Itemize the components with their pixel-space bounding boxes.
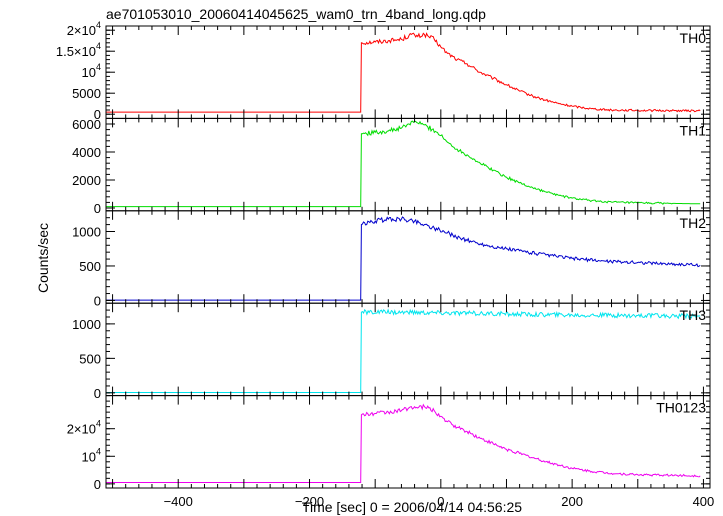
series-line-th0 — [106, 32, 701, 113]
y-tick-label: 0 — [94, 107, 101, 122]
y-axis-title: Counts/sec — [35, 223, 51, 293]
y-tick-label: 0 — [94, 477, 101, 492]
x-axis-labels: −400 −200 0 200 400 — [164, 494, 715, 509]
panel-label: TH0 — [680, 30, 707, 46]
series-line-th3 — [106, 308, 701, 393]
y-tick-label: 500 — [79, 259, 101, 274]
series-line-th0123 — [106, 403, 701, 483]
y-tick-label: 1000 — [72, 317, 101, 332]
panel-th0: 0 5000 104 1.5×104 2×104 TH0 — [56, 20, 711, 122]
y-tick-label: 2000 — [72, 173, 101, 188]
x-axis-title: Time [sec] 0 = 2006/04/14 04:56:25 — [302, 499, 522, 515]
series-line-th2 — [106, 216, 701, 301]
x-tick-label: 400 — [693, 494, 715, 509]
x-tick-label: 0 — [437, 494, 444, 509]
panel-frame — [105, 302, 711, 397]
y-tick-label: 1.5×104 — [56, 41, 101, 59]
panel-label: TH3 — [680, 307, 707, 323]
y-tick-label: 104 — [82, 62, 101, 80]
y-tick-label: 4000 — [72, 145, 101, 160]
y-tick-label: 2×104 — [67, 419, 101, 437]
panel-th2: 0 500 1000 TH2 — [72, 210, 711, 308]
y-tick-label: 104 — [82, 446, 101, 464]
y-tick-label: 5000 — [72, 86, 101, 101]
panel-label: TH0123 — [656, 400, 706, 416]
panel-label: TH2 — [680, 215, 707, 231]
y-tick-label: 2×104 — [67, 20, 101, 38]
panel-frame — [105, 395, 711, 489]
chart-title: ae701053010_20060414045625_wam0_trn_4ban… — [106, 6, 486, 22]
panel-frame — [105, 210, 711, 304]
y-tick-label: 6000 — [72, 117, 101, 132]
panel-th3: 0 500 1000 TH3 — [72, 302, 711, 401]
y-tick-label: 0 — [94, 293, 101, 308]
y-tick-label: 1000 — [72, 224, 101, 239]
y-tick-label: 0 — [94, 201, 101, 216]
x-tick-label: 200 — [561, 494, 583, 509]
panel-th0123: 0 104 2×104 TH0123 — [67, 395, 711, 492]
panel-frame — [105, 25, 711, 119]
x-tick-label: −200 — [295, 494, 324, 509]
panel-label: TH1 — [680, 122, 707, 138]
x-tick-label: −400 — [164, 494, 193, 509]
series-line-th1 — [106, 120, 701, 208]
panel-frame — [105, 117, 711, 212]
y-tick-label: 500 — [79, 351, 101, 366]
panel-th1: 0 2000 4000 6000 TH1 — [72, 117, 711, 216]
y-tick-label: 0 — [94, 386, 101, 401]
